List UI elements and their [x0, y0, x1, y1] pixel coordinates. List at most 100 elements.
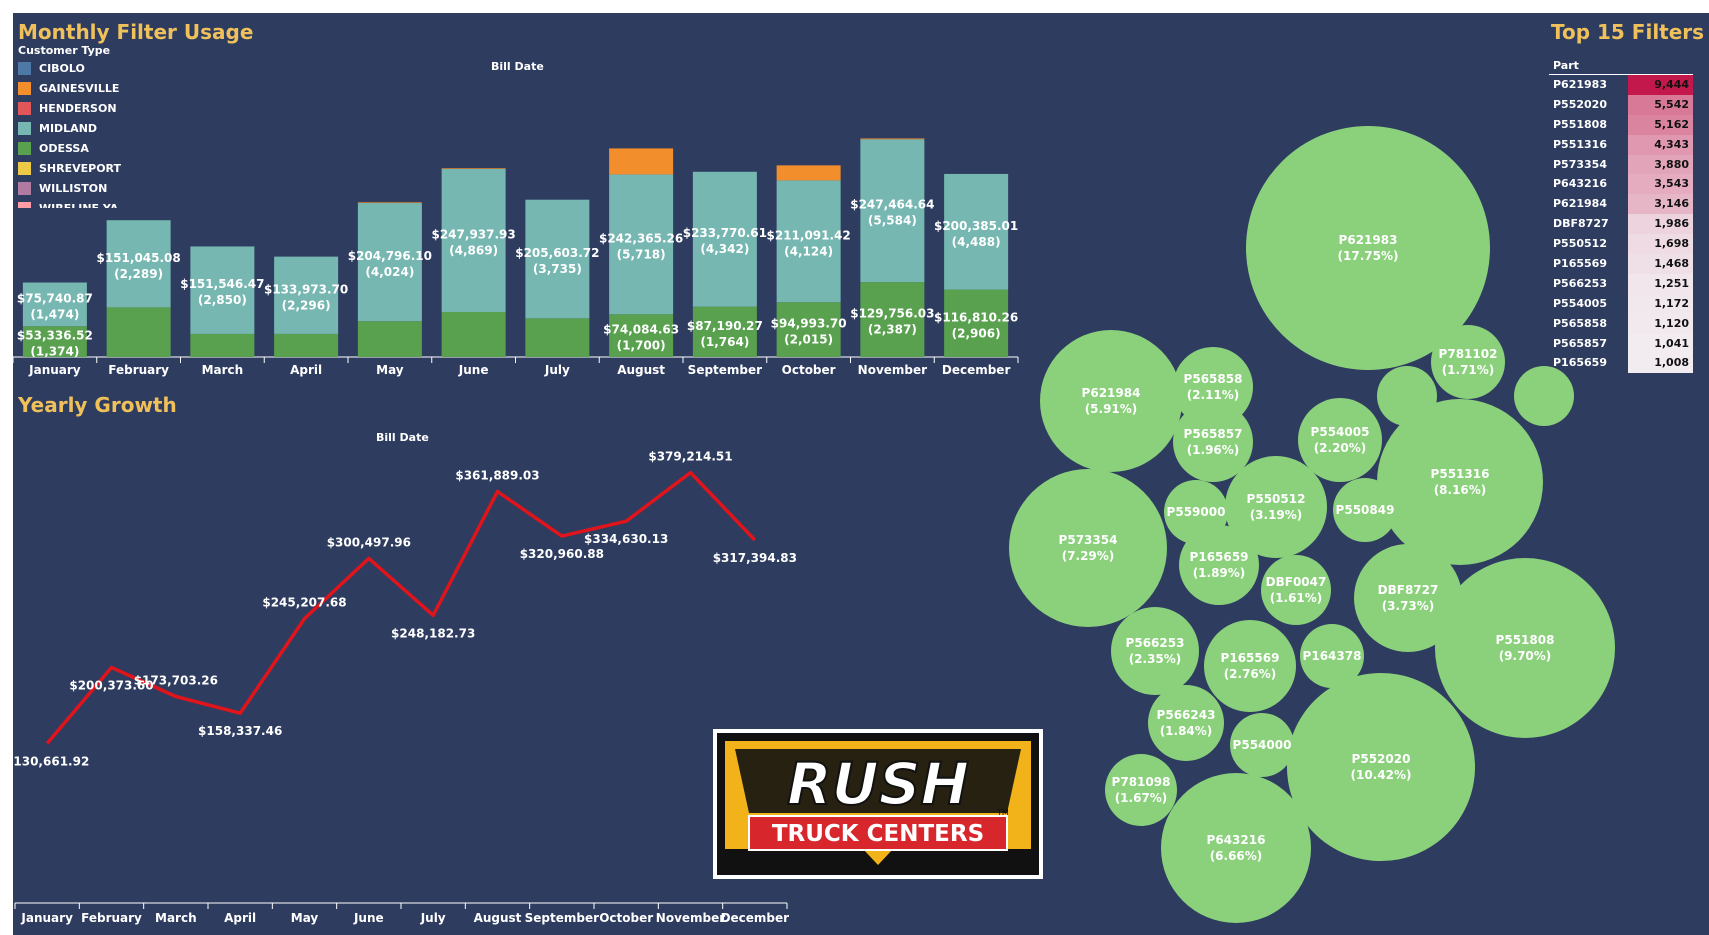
bubble-circle[interactable] — [1040, 330, 1182, 472]
legend-item[interactable]: HENDERSON — [18, 98, 136, 118]
bubble[interactable]: P165569 (2.76%) — [1204, 620, 1296, 712]
table-row[interactable]: P551808 5,162 — [1549, 114, 1693, 135]
bar-segment-odessa[interactable] — [106, 307, 171, 357]
bubble[interactable] — [1377, 366, 1437, 426]
growth-line[interactable] — [45, 470, 757, 745]
legend-item[interactable]: WILLISTON — [18, 178, 136, 198]
bar-segment-odessa[interactable] — [944, 289, 1009, 357]
bubble[interactable]: P554000 — [1230, 713, 1294, 777]
bar-segment-odessa[interactable] — [22, 326, 87, 357]
bubble-circle[interactable] — [1204, 620, 1296, 712]
bar-segment-odessa[interactable] — [357, 321, 422, 357]
bar-segment-midland[interactable] — [441, 168, 506, 312]
bubble[interactable]: P566243 (1.84%) — [1148, 685, 1224, 761]
bubble[interactable]: P551808 (9.70%) — [1435, 558, 1615, 738]
bubble[interactable]: P643216 (6.66%) — [1161, 773, 1311, 923]
table-row[interactable]: P165569 1,468 — [1549, 254, 1693, 274]
bar-segment-gainesville[interactable] — [860, 138, 925, 140]
bubble-circle[interactable] — [1377, 366, 1437, 426]
bar-segment-gainesville[interactable] — [357, 202, 422, 204]
bubble[interactable]: P554005 (2.20%) — [1298, 398, 1382, 482]
bar-segment-odessa[interactable] — [860, 282, 925, 357]
bubble-circle[interactable] — [1161, 773, 1311, 923]
bubble-circle[interactable] — [1173, 402, 1253, 482]
bubble[interactable]: DBF8727 (3.73%) — [1354, 544, 1462, 652]
legend-item[interactable]: GAINESVILLE — [18, 78, 136, 98]
table-row[interactable]: P621984 3,146 — [1549, 194, 1693, 215]
table-row[interactable]: P554005 1,172 — [1549, 293, 1693, 314]
bar-segment-odessa[interactable] — [441, 311, 506, 357]
bar-segment-odessa[interactable] — [525, 318, 590, 357]
table-row[interactable]: P573354 3,880 — [1549, 154, 1693, 175]
bar-segment-midland[interactable] — [525, 199, 590, 319]
bubble[interactable]: P165659 (1.89%) — [1179, 525, 1259, 605]
table-row[interactable]: P565858 1,120 — [1549, 313, 1693, 334]
bubble[interactable]: DBF0047 (1.61%) — [1261, 555, 1331, 625]
bubble-circle[interactable] — [1230, 713, 1294, 777]
bar-segment-odessa[interactable] — [274, 333, 339, 357]
bubble[interactable]: P565858 (2.11%) — [1173, 347, 1253, 427]
bubble-circle[interactable] — [1148, 685, 1224, 761]
bubble-circle[interactable] — [1431, 325, 1505, 399]
legend-item[interactable]: CIBOLO — [18, 58, 136, 78]
table-row[interactable]: P643216 3,543 — [1549, 174, 1693, 195]
legend-item[interactable]: ODESSA — [18, 138, 136, 158]
bubble-circle[interactable] — [1179, 525, 1259, 605]
bar-segment-midland[interactable] — [274, 256, 339, 334]
bar-segment-midland[interactable] — [776, 180, 841, 303]
bar-segment-odessa[interactable] — [692, 306, 757, 357]
bubble-circle[interactable] — [1377, 399, 1543, 565]
bar-segment-midland[interactable] — [692, 171, 757, 307]
bubble-circle[interactable] — [1261, 555, 1331, 625]
bar-segment-odessa[interactable] — [776, 302, 841, 357]
bar-segment-odessa[interactable] — [609, 314, 674, 357]
bar-segment-gainesville[interactable] — [609, 148, 674, 175]
bar-segment-midland[interactable] — [190, 246, 255, 334]
bubble-circle[interactable] — [1173, 347, 1253, 427]
bubble-circle[interactable] — [1287, 673, 1475, 861]
bubble[interactable]: P552020 (10.42%) — [1287, 673, 1475, 861]
bubble-circle[interactable] — [1300, 624, 1364, 688]
legend-item[interactable]: MIDLAND — [18, 118, 136, 138]
bubble[interactable]: P550849 — [1333, 478, 1397, 542]
bubble[interactable]: P621984 (5.91%) — [1040, 330, 1182, 472]
bubble-circle[interactable] — [1105, 754, 1177, 826]
bar-segment-gainesville[interactable] — [776, 165, 841, 181]
bubble-circle[interactable] — [1164, 480, 1228, 544]
table-row[interactable]: P621983 9,444 — [1549, 75, 1693, 95]
bubble[interactable]: P781098 (1.67%) — [1105, 754, 1177, 826]
table-row[interactable]: P550512 1,698 — [1549, 234, 1693, 255]
bubble-circle[interactable] — [1514, 366, 1574, 426]
bubble-circle[interactable] — [1225, 456, 1327, 558]
bar-segment-midland[interactable] — [609, 174, 674, 315]
bubble-circle[interactable] — [1246, 126, 1490, 370]
bubble[interactable]: P565857 (1.96%) — [1173, 402, 1253, 482]
table-row[interactable]: DBF8727 1,986 — [1549, 214, 1693, 235]
bar-segment-midland[interactable] — [106, 220, 171, 308]
bubble-circle[interactable] — [1354, 544, 1462, 652]
bubble[interactable] — [1514, 366, 1574, 426]
table-row[interactable]: P565857 1,041 — [1549, 333, 1693, 354]
bubble-circle[interactable] — [1298, 398, 1382, 482]
bubble[interactable]: P551316 (8.16%) — [1377, 399, 1543, 565]
bubble[interactable]: P573354 (7.29%) — [1009, 469, 1167, 627]
bar-segment-midland[interactable] — [22, 282, 87, 327]
bar-segment-midland[interactable] — [944, 173, 1009, 290]
bar-segment-odessa[interactable] — [190, 333, 255, 357]
table-row[interactable]: P551316 4,343 — [1549, 134, 1693, 155]
bubble-circle[interactable] — [1435, 558, 1615, 738]
bubble[interactable]: P164378 — [1300, 624, 1364, 688]
bubble[interactable]: P566253 (2.35%) — [1111, 607, 1199, 695]
table-row[interactable]: P552020 5,542 — [1549, 94, 1693, 115]
legend-item[interactable]: WIRELINE YA... — [18, 198, 136, 208]
table-row[interactable]: P165659 1,008 — [1549, 353, 1693, 374]
bubble[interactable]: P550512 (3.19%) — [1225, 456, 1327, 558]
bar-segment-midland[interactable] — [357, 203, 422, 322]
bubble[interactable]: P559000 — [1164, 480, 1228, 544]
bubble-circle[interactable] — [1111, 607, 1199, 695]
bubble-circle[interactable] — [1333, 478, 1397, 542]
table-row[interactable]: P566253 1,251 — [1549, 273, 1693, 294]
bubble[interactable]: P621983 (17.75%) — [1246, 126, 1490, 370]
bar-segment-gainesville[interactable] — [441, 168, 506, 169]
bubble[interactable]: P781102 (1.71%) — [1431, 325, 1505, 399]
